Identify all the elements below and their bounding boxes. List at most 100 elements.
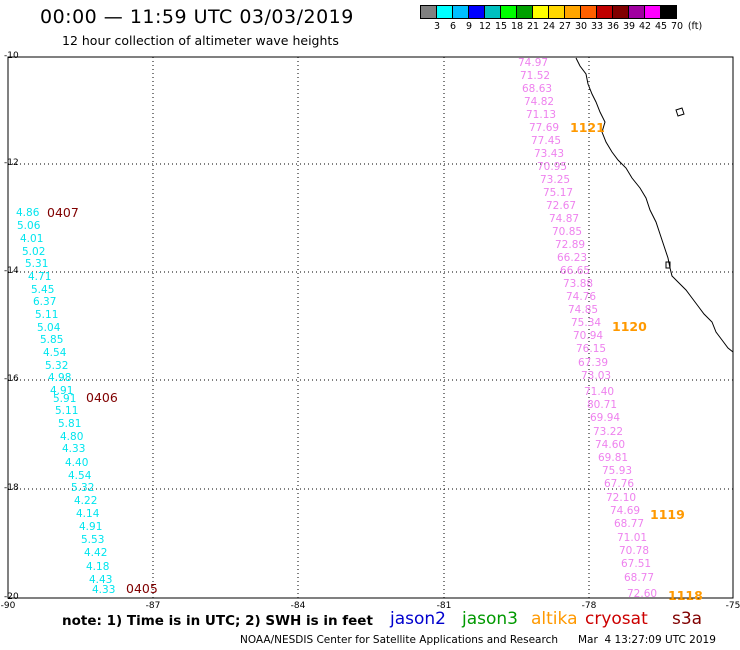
pink-track-value: 75.17 bbox=[543, 187, 573, 199]
cyan-track-value: 5.91 bbox=[53, 393, 76, 405]
pink-track-value: 75.93 bbox=[602, 465, 632, 477]
time-label-pink-track: 1121 bbox=[570, 120, 605, 135]
cyan-track-value: 5.53 bbox=[81, 534, 104, 546]
scale-label: 27 bbox=[558, 21, 572, 32]
longitude-tick: -84 bbox=[290, 601, 306, 611]
cyan-track-value: 4.80 bbox=[60, 431, 83, 443]
pink-track-value: 66.65 bbox=[560, 265, 590, 277]
coastline bbox=[575, 57, 734, 353]
legend-s3a: s3a bbox=[672, 609, 703, 629]
latitude-tick: -16 bbox=[4, 374, 19, 384]
time-label-cyan-track: 0406 bbox=[86, 390, 118, 405]
cyan-track-value: 5.11 bbox=[55, 405, 78, 417]
pink-track-value: 73.03 bbox=[581, 370, 611, 382]
cyan-track-value: 4.18 bbox=[86, 561, 109, 573]
cyan-track-value: 4.86 bbox=[16, 207, 40, 219]
cyan-track-value: 4.71 bbox=[28, 271, 51, 283]
cyan-track-value: 4.40 bbox=[65, 457, 88, 469]
pink-track-value: 69.81 bbox=[598, 452, 628, 464]
pink-track-value: 72.89 bbox=[555, 239, 585, 251]
pink-track-value: 73.43 bbox=[534, 148, 564, 160]
longitude-tick: -87 bbox=[145, 601, 161, 611]
time-label-cyan-track: 0407 bbox=[47, 205, 79, 220]
cyan-track-value: 4.54 bbox=[43, 347, 67, 359]
cyan-track-value: 5.32 bbox=[45, 360, 68, 372]
scale-label: 33 bbox=[590, 21, 604, 32]
scale-label: 42 bbox=[638, 21, 652, 32]
cyan-track-value: 4.22 bbox=[74, 495, 97, 507]
pink-track-value: 67.76 bbox=[604, 478, 634, 490]
pink-track-value: 68.77 bbox=[614, 518, 644, 530]
pink-track-value: 71.13 bbox=[526, 109, 556, 121]
color-scale-bar bbox=[420, 5, 677, 19]
longitude-tick: -90 bbox=[0, 601, 16, 611]
pink-track-value: 70.85 bbox=[552, 226, 582, 238]
pink-track-value: 74.85 bbox=[568, 304, 598, 316]
scale-unit: (ft) bbox=[687, 21, 703, 32]
scale-label: 3 bbox=[433, 21, 441, 32]
pink-track-value: 75.34 bbox=[571, 317, 601, 329]
cyan-track-value: 5.02 bbox=[22, 246, 45, 258]
pink-track-value: 67.39 bbox=[578, 357, 608, 369]
cyan-track-value: 5.85 bbox=[40, 334, 63, 346]
island bbox=[675, 107, 685, 117]
cyan-track-value: 5.11 bbox=[35, 309, 58, 321]
time-label-cyan-track: 0405 bbox=[126, 581, 158, 596]
legend-cryosat: cryosat bbox=[585, 609, 648, 629]
scale-label: 9 bbox=[465, 21, 473, 32]
pink-track-value: 74.76 bbox=[566, 291, 596, 303]
cyan-track-value: 5.45 bbox=[31, 284, 54, 296]
latitude-tick: -10 bbox=[4, 51, 19, 61]
pink-track-value: 71.40 bbox=[584, 386, 614, 398]
pink-track-value: 69.94 bbox=[590, 412, 620, 424]
latitude-tick: -12 bbox=[4, 158, 19, 168]
credit-text: NOAA/NESDIS Center for Satellite Applica… bbox=[240, 634, 558, 646]
legend-jason2: jason2 bbox=[390, 609, 446, 629]
cyan-track-value: 4.91 bbox=[79, 521, 102, 533]
cyan-track-value: 4.91 bbox=[50, 385, 73, 397]
scale-label: 15 bbox=[494, 21, 508, 32]
time-label-pink-track: 1119 bbox=[650, 507, 685, 522]
pink-track-value: 66.23 bbox=[557, 252, 587, 264]
pink-track-value: 70.94 bbox=[573, 330, 603, 342]
cyan-track-value: 6.37 bbox=[33, 296, 56, 308]
time-label-pink-track: 1118 bbox=[668, 588, 703, 603]
pink-track-value: 77.45 bbox=[531, 135, 561, 147]
color-scale-labels: 3 6 9 12 15 18 21 24 27 30 33 36 39 42 45 70 (ft) bbox=[421, 21, 740, 35]
scale-label: 24 bbox=[542, 21, 556, 32]
scale-label: 70 bbox=[670, 21, 684, 32]
pink-track-value: 72.10 bbox=[606, 492, 636, 504]
longitude-tick: -78 bbox=[581, 601, 597, 611]
map-subtitle: 12 hour collection of altimeter wave hei… bbox=[62, 33, 339, 48]
pink-track-value: 68.77 bbox=[624, 572, 654, 584]
cyan-track-value: 4.33 bbox=[92, 584, 115, 596]
scale-label: 6 bbox=[449, 21, 457, 32]
longitude-tick: -81 bbox=[436, 601, 452, 611]
pink-track-value: 74.82 bbox=[524, 96, 554, 108]
longitude-tick: -75 bbox=[725, 601, 740, 611]
cyan-track-value: 4.98 bbox=[48, 372, 71, 384]
pink-track-value: 71.52 bbox=[520, 70, 550, 82]
pink-track-value: 74.60 bbox=[595, 439, 625, 451]
pink-track-value: 76.15 bbox=[576, 343, 606, 355]
pink-track-value: 80.71 bbox=[587, 399, 617, 411]
pink-track-value: 70.95 bbox=[537, 161, 567, 173]
cyan-track-value: 5.31 bbox=[25, 258, 48, 270]
scale-label: 36 bbox=[606, 21, 620, 32]
pink-track-value: 74.97 bbox=[518, 57, 548, 69]
cyan-track-value: 4.42 bbox=[84, 547, 107, 559]
cyan-track-value: 4.43 bbox=[89, 574, 112, 586]
pink-track-value: 68.63 bbox=[522, 83, 552, 95]
island bbox=[665, 261, 671, 269]
pink-track-value: 73.25 bbox=[540, 174, 570, 186]
pink-track-value: 73.88 bbox=[563, 278, 593, 290]
cyan-track-value: 5.32 bbox=[71, 482, 94, 494]
latitude-tick: -14 bbox=[4, 266, 19, 276]
cyan-track-value: 4.33 bbox=[62, 443, 85, 455]
pink-track-value: 74.69 bbox=[610, 505, 640, 517]
pink-track-value: 77.69 bbox=[529, 122, 559, 134]
pink-track-value: 74.87 bbox=[549, 213, 579, 225]
map-frame bbox=[7, 56, 734, 599]
pink-track-value: 71.01 bbox=[617, 532, 647, 544]
